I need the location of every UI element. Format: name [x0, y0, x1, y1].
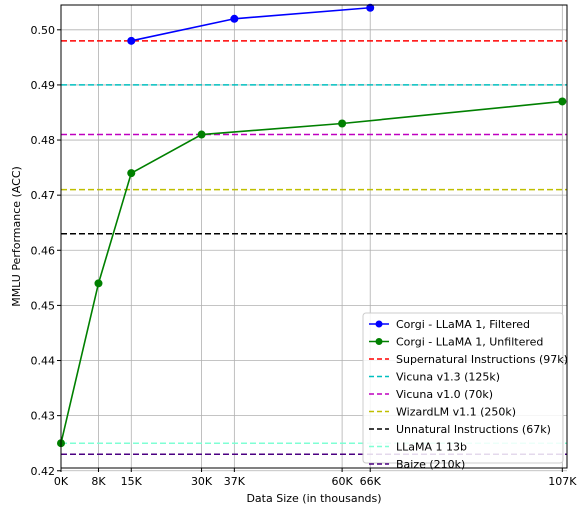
data-point — [230, 14, 239, 23]
y-tick-label: 0.46 — [31, 244, 56, 257]
reference-lines — [61, 40, 567, 455]
x-tick-label: 15K — [121, 475, 143, 488]
series-line — [60, 100, 563, 444]
x-tick-label: 107K — [548, 475, 577, 488]
data-point — [338, 119, 347, 128]
series-line — [131, 6, 371, 42]
data-point — [127, 36, 136, 45]
data-point — [558, 97, 567, 106]
legend-marker — [375, 338, 383, 345]
y-tick-label: 0.49 — [31, 79, 56, 92]
x-tick-label: 66K — [360, 475, 382, 488]
y-tick-label: 0.43 — [31, 410, 56, 423]
data-point — [127, 169, 136, 178]
x-tick-label: 0K — [54, 475, 69, 488]
grid — [60, 5, 567, 472]
x-axis: 0K 8K 15K 30K 37K 60K 66K 107K — [54, 468, 577, 488]
y-axis: 0.42 0.43 0.44 0.45 0.46 0.47 0.48 0.49 0.50 — [31, 24, 61, 478]
y-tick-label: 0.44 — [31, 355, 56, 368]
legend-label: Corgi - LLaMA 1, Unfiltered — [396, 336, 543, 349]
legend-label: Vicuna v1.0 (70k) — [396, 388, 493, 401]
legend-label: LLaMA 1 13b — [396, 441, 467, 454]
legend-marker — [375, 320, 383, 328]
y-tick-label: 0.50 — [31, 24, 56, 37]
y-tick-label: 0.47 — [31, 189, 56, 202]
legend-label: WizardLM v1.1 (250k) — [396, 406, 516, 419]
legend-label: Vicuna v1.3 (125k) — [396, 371, 500, 384]
x-tick-label: 30K — [191, 475, 213, 488]
y-tick-label: 0.42 — [31, 465, 56, 478]
y-tick-label: 0.48 — [31, 134, 56, 147]
legend-label: Baize (210k) — [396, 458, 465, 471]
data-point — [94, 279, 103, 288]
y-axis-label: MMLU Performance (ACC) — [10, 166, 23, 307]
legend-box — [362, 312, 564, 464]
legend-label: Supernatural Instructions (97k) — [396, 353, 568, 366]
data-point — [197, 130, 206, 139]
x-axis-label: Data Size (in thousands) — [246, 492, 381, 505]
legend-label: Corgi - LLaMA 1, Filtered — [396, 318, 530, 331]
x-tick-label: 8K — [91, 475, 106, 488]
legend: Corgi - LLaMA 1, Filtered Corgi - LLaMA 1… — [362, 312, 568, 471]
legend-label: Unnatural Instructions (67k) — [396, 423, 551, 436]
plot-frame — [60, 4, 568, 469]
x-tick-label: 60K — [332, 475, 354, 488]
data-point — [366, 3, 375, 12]
y-tick-label: 0.45 — [31, 299, 56, 312]
x-tick-label: 37K — [224, 475, 246, 488]
